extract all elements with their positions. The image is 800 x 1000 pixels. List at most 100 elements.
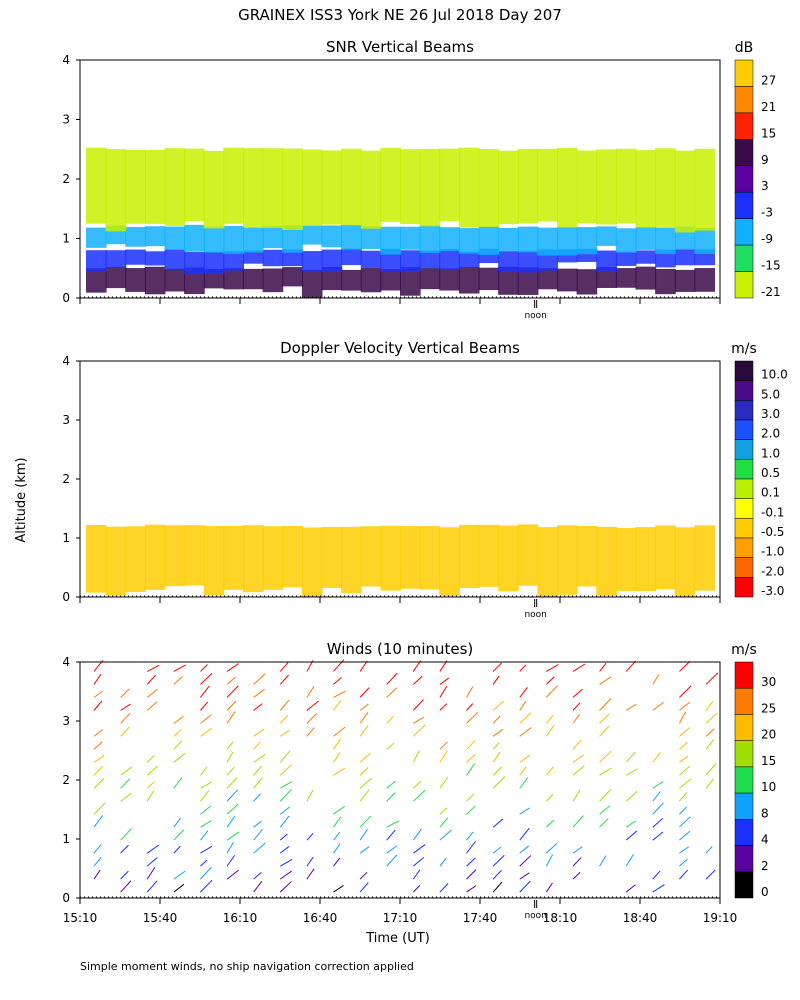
heatmap-cell (694, 227, 715, 254)
colorbar-label: 30 (761, 675, 776, 689)
heatmap-cell (458, 147, 480, 228)
x-axis-label: Time (UT) (365, 931, 430, 946)
colorbar-label: 2 (761, 859, 769, 873)
heatmap-cell (380, 226, 401, 255)
wind-barb (412, 869, 421, 880)
wind-barb (519, 880, 531, 893)
heatmap-cell (282, 525, 303, 588)
colorbar-label: -15 (761, 259, 781, 273)
wind-barb (679, 869, 689, 880)
wind-barb (679, 846, 689, 854)
heatmap-cell (557, 147, 578, 228)
wind-barb (572, 739, 582, 750)
heatmap-cell (596, 250, 617, 272)
wind-barb (625, 853, 634, 867)
y-tick-label: 4 (62, 655, 70, 669)
heatmap-cell (86, 525, 107, 593)
heatmap-cell (419, 526, 441, 590)
heatmap-cell (184, 148, 205, 222)
heatmap-cell (674, 150, 696, 233)
wind-barb (412, 856, 425, 867)
wind-barb (679, 660, 691, 672)
heatmap-cell (105, 250, 127, 268)
wind-barb (359, 703, 369, 711)
wind-barb (359, 871, 368, 880)
wind-barb (306, 713, 317, 724)
heatmap-cell (419, 250, 441, 269)
wind-barb (439, 829, 452, 841)
colorbar-label: 25 (761, 701, 776, 715)
colorbar-label: 3.0 (761, 407, 780, 421)
heatmap-cell (557, 226, 578, 256)
heatmap-cell (223, 226, 244, 255)
panel-title: SNR Vertical Beams (326, 38, 474, 56)
wind-barb (412, 789, 426, 802)
wind-barb (519, 700, 527, 711)
wind-barb (492, 662, 502, 672)
heatmap-cell (144, 226, 166, 247)
heatmap-cell (439, 227, 460, 251)
wind-barb (492, 869, 502, 880)
wind-barb (546, 819, 555, 828)
heatmap-cell (635, 250, 657, 264)
heatmap-cell (223, 251, 244, 271)
wind-barb (519, 727, 532, 737)
wind-barb (386, 854, 398, 867)
colorbar-unit: dB (735, 40, 754, 56)
x-tick-label: 16:10 (223, 911, 258, 925)
panel-title: Winds (10 minutes) (327, 640, 474, 658)
wind-barb (359, 829, 368, 841)
wind-barb (93, 673, 102, 685)
colorbar-label: 8 (761, 806, 769, 820)
wind-barb (93, 802, 106, 815)
colorbar-label: 2.0 (761, 427, 780, 441)
wind-barb (200, 805, 212, 815)
colorbar-swatch (734, 498, 754, 519)
heatmap-cell (439, 148, 460, 222)
wind-barb (279, 764, 292, 776)
wind-barb (705, 846, 713, 854)
wind-barb (200, 845, 213, 854)
wind-barb (519, 855, 532, 867)
wind-barb (466, 763, 476, 776)
wind-barb (226, 789, 239, 802)
wind-barb (572, 663, 586, 672)
heatmap-cell (86, 227, 107, 248)
wind-barb (120, 703, 131, 711)
wind-barb (93, 729, 103, 737)
wind-barb (439, 677, 450, 685)
y-tick-label: 4 (62, 354, 70, 368)
heatmap-cell (144, 251, 166, 266)
heatmap-cell (537, 527, 558, 597)
wind-barb (93, 815, 104, 828)
heatmap-cell (655, 268, 676, 295)
wind-barb (519, 686, 528, 698)
heatmap-cell (341, 148, 362, 226)
wind-barb (200, 766, 208, 776)
wind-barb (333, 805, 345, 815)
heatmap-cell (576, 525, 598, 587)
wind-barb (466, 703, 474, 711)
wind-barb (439, 741, 448, 750)
wind-barb (492, 776, 506, 789)
colorbar-label: -2.0 (761, 564, 784, 578)
wind-barb (306, 868, 315, 880)
wind-barb (146, 880, 158, 893)
wind-barb (200, 714, 212, 724)
heatmap-cell (164, 249, 186, 271)
wind-barb (359, 882, 369, 893)
wind-barb (200, 866, 212, 880)
wind-barb (386, 845, 397, 854)
wind-barb (439, 703, 448, 711)
colorbar-label: 0.5 (761, 466, 780, 480)
heatmap-cell (341, 248, 362, 266)
wind-barb (599, 662, 607, 672)
heatmap-cell (203, 150, 225, 229)
colorbar-label: 3 (761, 179, 769, 193)
heatmap-cell (301, 225, 323, 245)
wind-barb (519, 845, 530, 854)
panel-3: Winds (10 minutes) 0 1 2 3 4 noon 15:10 15:40 16:… (62, 640, 776, 925)
heatmap-cell (262, 268, 284, 293)
wind-barb (226, 741, 234, 750)
wind-barb (679, 755, 689, 763)
